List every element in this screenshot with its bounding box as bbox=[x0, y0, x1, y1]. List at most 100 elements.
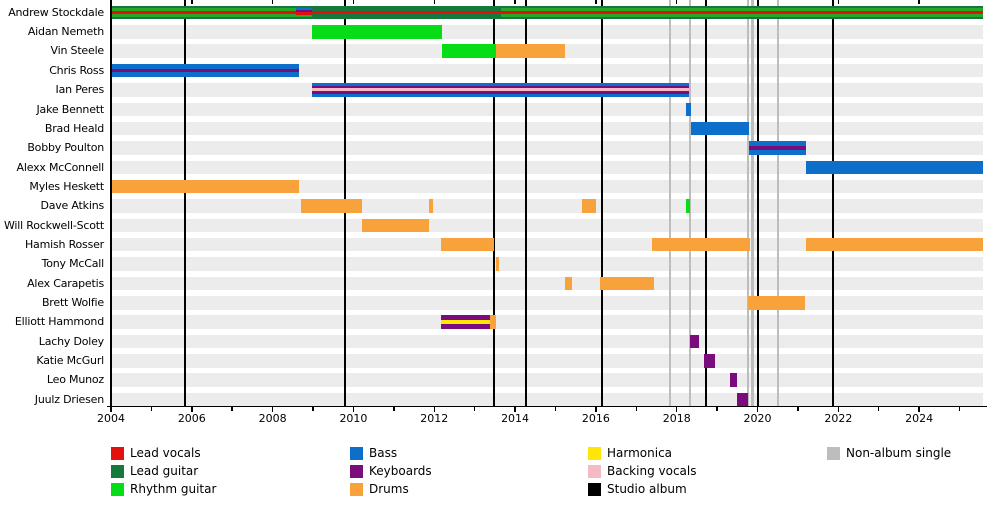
bar-stripe bbox=[749, 149, 806, 155]
bar-stripe bbox=[296, 10, 313, 13]
member-label: Andrew Stockdale bbox=[8, 5, 104, 19]
timeline-bar bbox=[442, 44, 497, 58]
bar-stripe bbox=[111, 14, 297, 17]
year-label: 2010 bbox=[339, 412, 368, 425]
member-label: Katie McGurl bbox=[36, 354, 104, 368]
axis-tick bbox=[877, 407, 880, 411]
legend-label: Studio album bbox=[607, 482, 687, 496]
year-label: 2022 bbox=[824, 412, 853, 425]
timeline-bar bbox=[441, 315, 490, 329]
bar-stripe bbox=[805, 160, 983, 175]
axis-tick-top bbox=[918, 0, 920, 4]
member-label: Tony McCall bbox=[41, 257, 105, 271]
bar-stripe bbox=[500, 5, 983, 9]
bar-stripe bbox=[581, 199, 596, 213]
timeline-bar bbox=[805, 160, 983, 175]
legend-label: Lead guitar bbox=[130, 464, 199, 478]
legend-swatch-bass bbox=[350, 447, 363, 460]
bar-stripe bbox=[312, 14, 501, 20]
timeline-bar bbox=[111, 63, 299, 78]
legend-swatch-studio_album bbox=[588, 483, 601, 496]
row-band bbox=[111, 141, 983, 155]
single-line bbox=[746, 0, 750, 406]
row-band bbox=[111, 160, 983, 175]
y-axis-line bbox=[110, 0, 112, 406]
legend-label: Backing vocals bbox=[607, 464, 697, 478]
member-label: Hamish Rosser bbox=[24, 237, 104, 251]
bar-stripe bbox=[111, 5, 297, 9]
member-label: Aidan Nemeth bbox=[27, 25, 104, 39]
axis-tick bbox=[473, 407, 476, 411]
legend-swatch-rhythm_guitar bbox=[111, 483, 124, 496]
bar-stripe bbox=[599, 276, 655, 291]
single-line bbox=[751, 0, 754, 406]
bar-stripe bbox=[296, 7, 313, 11]
timeline-bar bbox=[300, 199, 362, 213]
bar-stripe bbox=[312, 25, 443, 39]
bar-stripe bbox=[500, 8, 983, 11]
axis-tick bbox=[150, 407, 153, 411]
axis-tick bbox=[595, 407, 597, 412]
row-band bbox=[111, 218, 983, 233]
bar-stripe bbox=[312, 10, 501, 15]
timeline-bar bbox=[704, 354, 716, 368]
timeline-bar bbox=[500, 5, 983, 20]
bar-stripe bbox=[312, 93, 690, 97]
member-label: Elliott Hammond bbox=[14, 315, 104, 329]
legend-label: Drums bbox=[369, 482, 409, 496]
axis-tick-top bbox=[514, 0, 516, 4]
axis-tick bbox=[837, 407, 840, 412]
timeline-bar bbox=[565, 276, 573, 291]
row-band bbox=[111, 334, 983, 349]
year-label: 2018 bbox=[662, 412, 691, 425]
bar-stripe bbox=[496, 44, 566, 58]
single-line bbox=[668, 0, 672, 406]
single-line bbox=[688, 0, 692, 406]
bar-stripe bbox=[312, 91, 690, 94]
year-label: 2016 bbox=[581, 412, 610, 425]
bar-stripe bbox=[312, 86, 690, 89]
row-band bbox=[111, 121, 983, 136]
member-label: Brad Heald bbox=[44, 121, 104, 135]
bar-stripe bbox=[686, 199, 691, 213]
bar-stripe bbox=[730, 373, 738, 387]
timeline-bar bbox=[736, 392, 749, 407]
bar-stripe bbox=[111, 68, 299, 73]
bar-stripe bbox=[652, 237, 751, 252]
bar-stripe bbox=[361, 218, 429, 233]
x-axis-line bbox=[107, 405, 987, 408]
legend-swatch-non_album_single bbox=[827, 447, 840, 460]
bar-stripe bbox=[296, 5, 313, 8]
member-label: Jake Bennett bbox=[36, 102, 105, 116]
legend-label: Keyboards bbox=[369, 464, 432, 478]
row-band bbox=[111, 179, 983, 194]
year-label: 2014 bbox=[501, 412, 530, 425]
year-label: 2006 bbox=[177, 412, 206, 425]
member-label: Lachy Doley bbox=[38, 334, 104, 348]
timeline-bar bbox=[429, 199, 434, 213]
axis-tick-top bbox=[191, 0, 193, 4]
timeline-bar bbox=[690, 121, 750, 136]
legend-label: Harmonica bbox=[607, 446, 673, 460]
bar-stripe bbox=[690, 334, 700, 349]
bar-stripe bbox=[489, 315, 496, 329]
row-band bbox=[111, 199, 983, 213]
year-label: 2012 bbox=[420, 412, 449, 425]
bar-stripe bbox=[749, 141, 806, 147]
axis-tick bbox=[554, 407, 557, 411]
timeline-bar bbox=[749, 141, 806, 155]
year-label: 2024 bbox=[905, 412, 934, 425]
timeline-bar bbox=[686, 199, 691, 213]
studio-album-line bbox=[757, 0, 760, 406]
bar-stripe bbox=[805, 237, 983, 252]
legend-label: Rhythm guitar bbox=[130, 482, 217, 496]
bar-stripe bbox=[441, 319, 490, 325]
studio-album-line bbox=[183, 0, 186, 406]
timeline-bar bbox=[312, 5, 501, 20]
legend-swatch-backing_vocals bbox=[588, 465, 601, 478]
timeline-bar bbox=[312, 83, 690, 97]
bar-stripe bbox=[749, 146, 806, 150]
axis-tick bbox=[231, 407, 233, 411]
bar-stripe bbox=[111, 179, 299, 194]
